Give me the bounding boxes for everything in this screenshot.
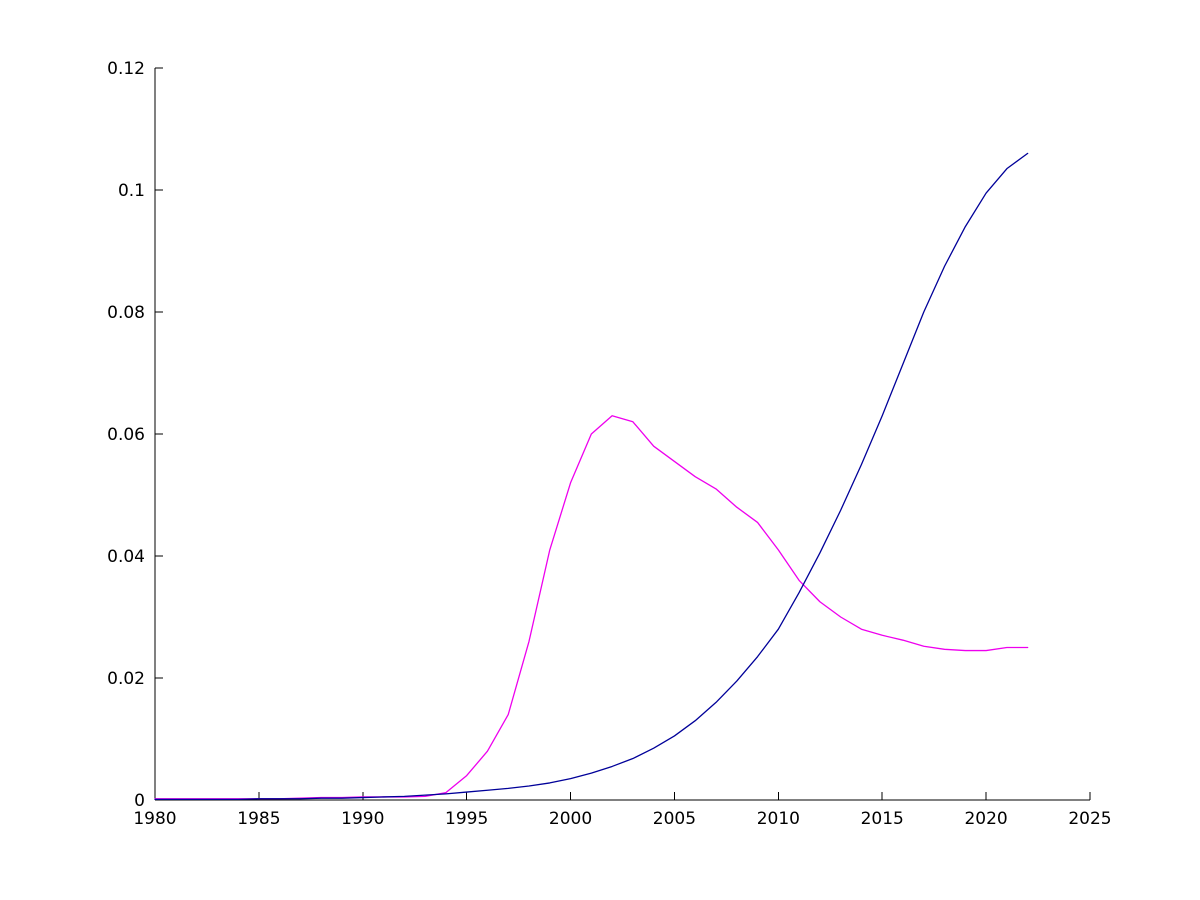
x-tick-label-1985: 1985 bbox=[237, 809, 280, 829]
y-tick-label-0.12: 0.12 bbox=[107, 59, 145, 79]
series-group bbox=[154, 152, 1029, 801]
y-tick-label-0: 0 bbox=[134, 791, 145, 811]
y-tick-label-0.06: 0.06 bbox=[107, 425, 145, 445]
y-tick-label-0.1: 0.1 bbox=[118, 181, 145, 201]
x-tick-label-2015: 2015 bbox=[861, 809, 904, 829]
y-tick-label-0.04: 0.04 bbox=[107, 547, 145, 567]
x-tick-label-2020: 2020 bbox=[964, 809, 1007, 829]
y-tick-label-0.02: 0.02 bbox=[107, 669, 145, 689]
x-tick-label-1995: 1995 bbox=[445, 809, 488, 829]
series-line-magenta-series bbox=[154, 415, 1029, 800]
axes: 1980 1985 1990 1995 2000 2005 2010 2015 2020 2025… bbox=[107, 59, 1111, 829]
x-tick-label-2000: 2000 bbox=[549, 809, 592, 829]
series-line-blue-series bbox=[154, 152, 1029, 801]
x-tick-label-1990: 1990 bbox=[341, 809, 384, 829]
x-tick-label-1980: 1980 bbox=[133, 809, 176, 829]
x-tick-label-2025: 2025 bbox=[1068, 809, 1111, 829]
x-tick-label-2005: 2005 bbox=[653, 809, 696, 829]
y-tick-label-0.08: 0.08 bbox=[107, 303, 145, 323]
x-tick-label-2010: 2010 bbox=[757, 809, 800, 829]
